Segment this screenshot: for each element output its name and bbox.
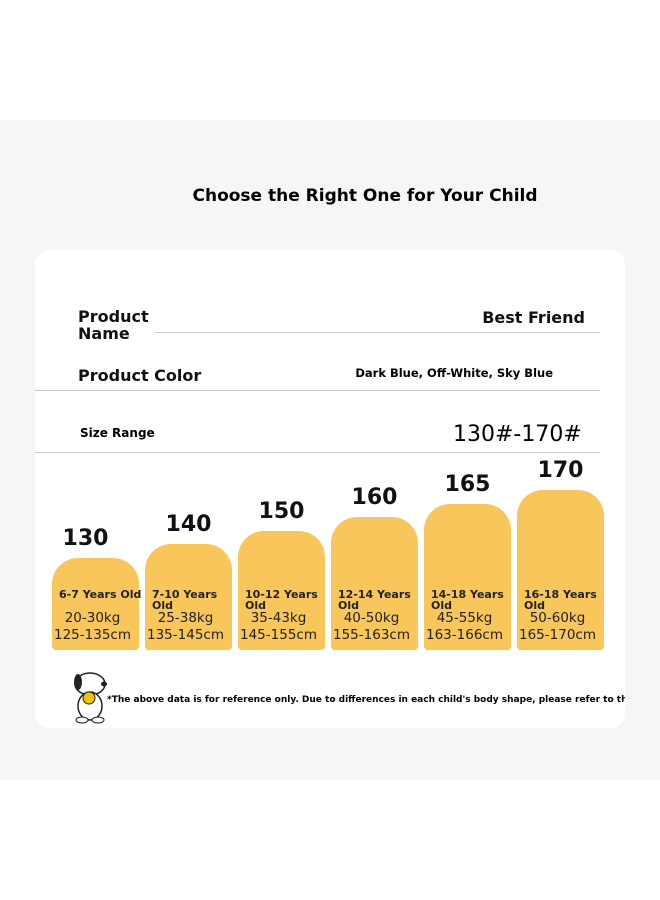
size-block [517,490,604,650]
height-label: 155-163cm [333,627,410,643]
height-label: 135-145cm [147,627,224,643]
weight-label: 50-60kg [529,610,586,626]
note: *The above data is for reference only. D… [107,695,625,705]
size-block [424,503,511,650]
divider [35,390,600,391]
weight-label: 35-43kg [250,610,307,626]
age-label: 16-18 Years Old [524,588,597,612]
size-label: 150 [258,498,305,524]
size-label: 165 [444,471,491,497]
snoopy-icon [74,672,107,724]
size-block [52,558,139,650]
height-label: 163-166cm [426,627,503,643]
age-label: 14-18 Years Old [431,588,504,612]
weight-label: 20-30kg [64,610,121,626]
title: Choose the Right One for Your Child [192,186,538,206]
row-label: Product Color [78,366,202,385]
size-label: 130 [62,526,109,551]
age-label: 12-14 Years Old [338,588,411,612]
size-label: 160 [351,485,398,511]
height-label: 165-170cm [519,627,596,643]
weight-label: 45-55kg [436,610,493,626]
height-label: 145-155cm [240,627,317,643]
card: Product Name Best Friend Product Color D… [35,250,625,728]
size-block [145,544,232,650]
row-value: Best Friend [482,308,585,327]
age-label: 6-7 Years Old [59,588,142,601]
divider [35,452,600,453]
size-label: 140 [165,512,212,538]
divider [155,332,600,333]
size-block [331,517,418,650]
size-block [238,530,325,650]
weight-label: 40-50kg [343,610,400,626]
row-value: Dark Blue, Off-White, Sky Blue [355,366,553,380]
weight-label: 25-38kg [157,610,214,626]
age-label: 7-10 Years Old [152,588,218,612]
age-label: 10-12 Years Old [245,588,318,612]
row-label: Size Range [80,426,155,440]
size-label: 170 [537,458,584,483]
height-label: 125-135cm [54,627,131,643]
row-label: Product Name [78,307,149,343]
row-value: 130#-170# [453,422,582,447]
